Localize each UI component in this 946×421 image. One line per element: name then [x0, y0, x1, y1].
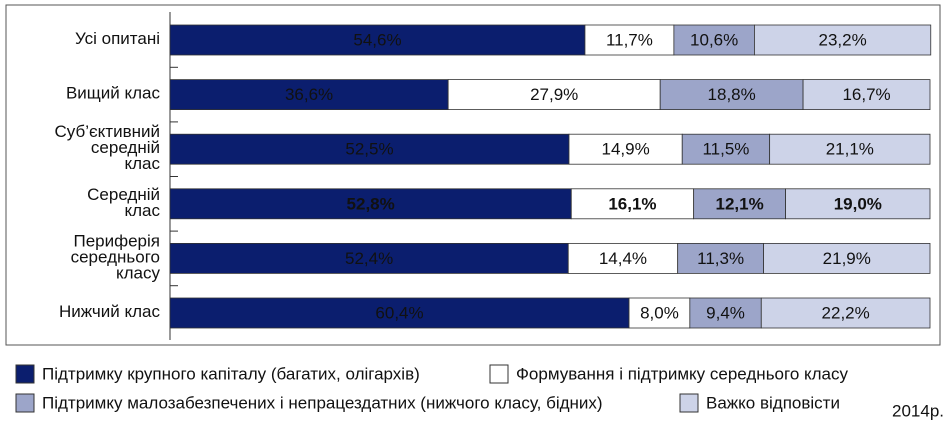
- bar-segment: [689, 297, 762, 329]
- value-label: 16,1%: [608, 194, 656, 213]
- value-label: 12,1%: [716, 194, 764, 213]
- value-label: 19,0%: [834, 194, 882, 213]
- bar-segment: [802, 79, 931, 110]
- bar-segment: [760, 297, 931, 329]
- legend-label: Підтримку крупного капіталу (багатих, ол…: [42, 364, 420, 383]
- y-tick-label: Периферія середнього класу: [71, 232, 161, 283]
- value-label: 14,4%: [599, 249, 647, 268]
- legend-label: Підтримку малозабезпечених і непрацездат…: [42, 393, 603, 412]
- value-label: 54,6%: [353, 30, 401, 49]
- bar-segment: [584, 24, 675, 56]
- value-label: 23,2%: [818, 30, 866, 49]
- y-tick-label: Усі опитані: [75, 29, 160, 48]
- bar-segment: [693, 188, 787, 220]
- value-label: 21,1%: [826, 140, 874, 159]
- legend-swatch: [15, 393, 35, 413]
- bar-segment: [447, 79, 661, 110]
- y-tick-label: Нижчий клас: [59, 302, 161, 321]
- bar-segment: [785, 188, 931, 220]
- legend-swatch: [15, 364, 35, 384]
- value-label: 11,3%: [697, 249, 744, 268]
- bar-segment: [169, 133, 570, 165]
- value-label: 8,0%: [640, 303, 679, 322]
- value-label: 21,9%: [823, 249, 871, 268]
- value-label: 22,2%: [822, 303, 870, 322]
- value-label: 10,6%: [690, 30, 738, 49]
- value-label: 14,9%: [602, 140, 650, 159]
- bar-segment: [659, 79, 804, 110]
- value-label: 18,8%: [708, 85, 756, 104]
- value-label: 52,5%: [345, 140, 393, 159]
- y-tick-label: Суб’єктивний середній клас: [55, 123, 161, 174]
- bar-segment: [673, 24, 755, 56]
- value-label: 52,4%: [345, 249, 393, 268]
- value-label: 11,7%: [606, 30, 653, 49]
- legend-label: Важко відповісти: [706, 393, 840, 412]
- bar-segment: [169, 242, 569, 274]
- legend-swatch: [489, 364, 509, 384]
- bar-segment: [763, 242, 931, 274]
- value-label: 16,7%: [842, 85, 890, 104]
- bar-segment: [677, 242, 764, 274]
- value-label: 27,9%: [530, 85, 578, 104]
- y-tick-label: Вищий клас: [66, 84, 161, 103]
- value-label: 36,6%: [285, 85, 333, 104]
- bar-segment: [769, 133, 931, 165]
- year-note: 2014р.: [892, 401, 944, 420]
- legend-swatch: [679, 393, 699, 413]
- plot-frame: [5, 4, 941, 346]
- legend-label: Формування і підтримку середнього класу: [516, 364, 849, 383]
- bar-segment: [681, 133, 771, 165]
- bar-segment: [628, 297, 691, 329]
- y-tick-label: Середній клас: [87, 185, 160, 220]
- value-label: 11,5%: [702, 140, 749, 159]
- value-label: 9,4%: [706, 303, 745, 322]
- bar-segment: [754, 24, 932, 56]
- bar-segment: [570, 188, 695, 220]
- value-label: 60,4%: [375, 303, 423, 322]
- bar-segment: [169, 188, 572, 220]
- value-label: 52,8%: [347, 194, 395, 213]
